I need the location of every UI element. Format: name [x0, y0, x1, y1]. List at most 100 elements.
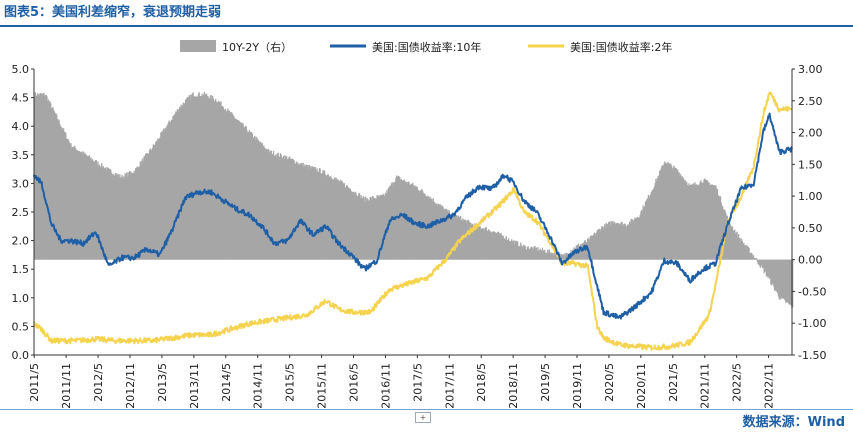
spread-bar [317, 172, 320, 260]
spread-bar [276, 156, 278, 260]
spread-bar [174, 113, 176, 260]
spread-bar [279, 156, 281, 260]
spread-bar [603, 226, 605, 260]
spread-bar [632, 221, 635, 260]
spread-bar [390, 183, 393, 260]
spread-bar [597, 229, 599, 260]
spread-bar [91, 159, 94, 260]
spread-bar [400, 179, 402, 260]
spread-bar [182, 102, 185, 260]
spread-bar [186, 97, 188, 260]
spread-bar [759, 259, 761, 268]
spread-bar [128, 175, 130, 260]
spread-bar [607, 222, 610, 260]
spread-bar [488, 229, 490, 260]
spread-bar [111, 174, 114, 260]
spread-bar [125, 172, 128, 260]
spread-bar [65, 138, 68, 260]
spread-bar [478, 226, 481, 260]
spread-bar [591, 235, 593, 260]
legend-swatch-spread [180, 40, 216, 52]
spread-bar [604, 228, 607, 260]
spread-bar [249, 131, 251, 260]
spread-bar [55, 113, 57, 260]
spread-bar [496, 232, 498, 260]
spread-bar [275, 154, 277, 260]
spread-bar [298, 164, 300, 260]
spread-bar [359, 198, 361, 260]
spread-bar [322, 169, 324, 260]
spread-bar [565, 255, 567, 260]
spread-bar [692, 184, 694, 260]
spread-bar [589, 240, 591, 260]
spread-bar [481, 228, 483, 260]
spread-bar [675, 167, 677, 260]
spread-bar [156, 141, 158, 260]
spread-bar [471, 223, 474, 260]
spread-bar [471, 223, 473, 260]
spread-bar [732, 230, 734, 260]
spread-bar [520, 245, 523, 260]
spread-bar [640, 211, 642, 260]
spread-bar [511, 239, 513, 260]
spread-bar [50, 103, 52, 260]
spread-bar [150, 149, 152, 260]
spread-bar [668, 163, 671, 260]
spread-bar [776, 259, 778, 292]
spread-bar [202, 95, 204, 260]
x-tick-label: 2017/11 [443, 363, 456, 408]
spread-bar [702, 182, 704, 260]
spread-bar [299, 163, 301, 260]
spread-bar [527, 246, 529, 260]
spread-bar [433, 201, 435, 260]
spread-bar [716, 188, 719, 260]
spread-bar [647, 194, 650, 260]
spread-bar [320, 173, 322, 260]
spread-bar [731, 226, 734, 260]
spread-bar [200, 95, 203, 260]
spread-bar [633, 219, 635, 260]
spread-bar [103, 168, 105, 260]
spread-bar [401, 179, 403, 260]
spread-bar [656, 181, 658, 260]
spread-bar [124, 173, 126, 260]
spread-bar [441, 206, 443, 260]
spread-area-layer [34, 91, 794, 309]
spread-bar [706, 179, 708, 260]
spread-bar [386, 189, 388, 260]
spread-bar [332, 179, 334, 260]
spread-bar [532, 250, 535, 260]
spread-bar [257, 139, 259, 260]
spread-bar [631, 218, 633, 260]
spread-bar [495, 233, 497, 260]
spread-bar [531, 247, 533, 260]
legend-label-10y: 美国:国债收益率:10年 [372, 40, 481, 54]
spread-bar [622, 226, 624, 260]
spread-bar [88, 155, 90, 260]
spread-bar [772, 259, 774, 285]
spread-bar [748, 248, 750, 260]
spread-bar [662, 165, 664, 260]
spread-bar [737, 237, 739, 260]
spread-bar [184, 99, 187, 260]
spread-bar [358, 193, 360, 260]
spread-bar [287, 158, 289, 260]
spread-bar [355, 191, 357, 260]
expand-handle[interactable]: + [415, 412, 431, 423]
spread-bar [209, 98, 211, 260]
spread-bar [352, 192, 354, 260]
spread-bar [770, 259, 773, 286]
spread-bar [214, 100, 216, 260]
spread-bar [439, 204, 441, 260]
spread-bar [516, 241, 518, 260]
spread-bar [730, 225, 732, 260]
spread-bar [172, 116, 174, 260]
spread-bar [101, 163, 103, 260]
yield-chart: 0.0 0.5 1.0 1.5 2.0 2.5 3.0 3.5 4.0 4.5 5.0 -1.50 -1… [12, 40, 826, 408]
spread-bar [705, 180, 707, 260]
spread-bar [483, 230, 485, 260]
spread-bar [600, 228, 602, 260]
spread-bar [690, 184, 692, 260]
spread-bar [350, 191, 352, 260]
spread-bar [574, 248, 577, 260]
